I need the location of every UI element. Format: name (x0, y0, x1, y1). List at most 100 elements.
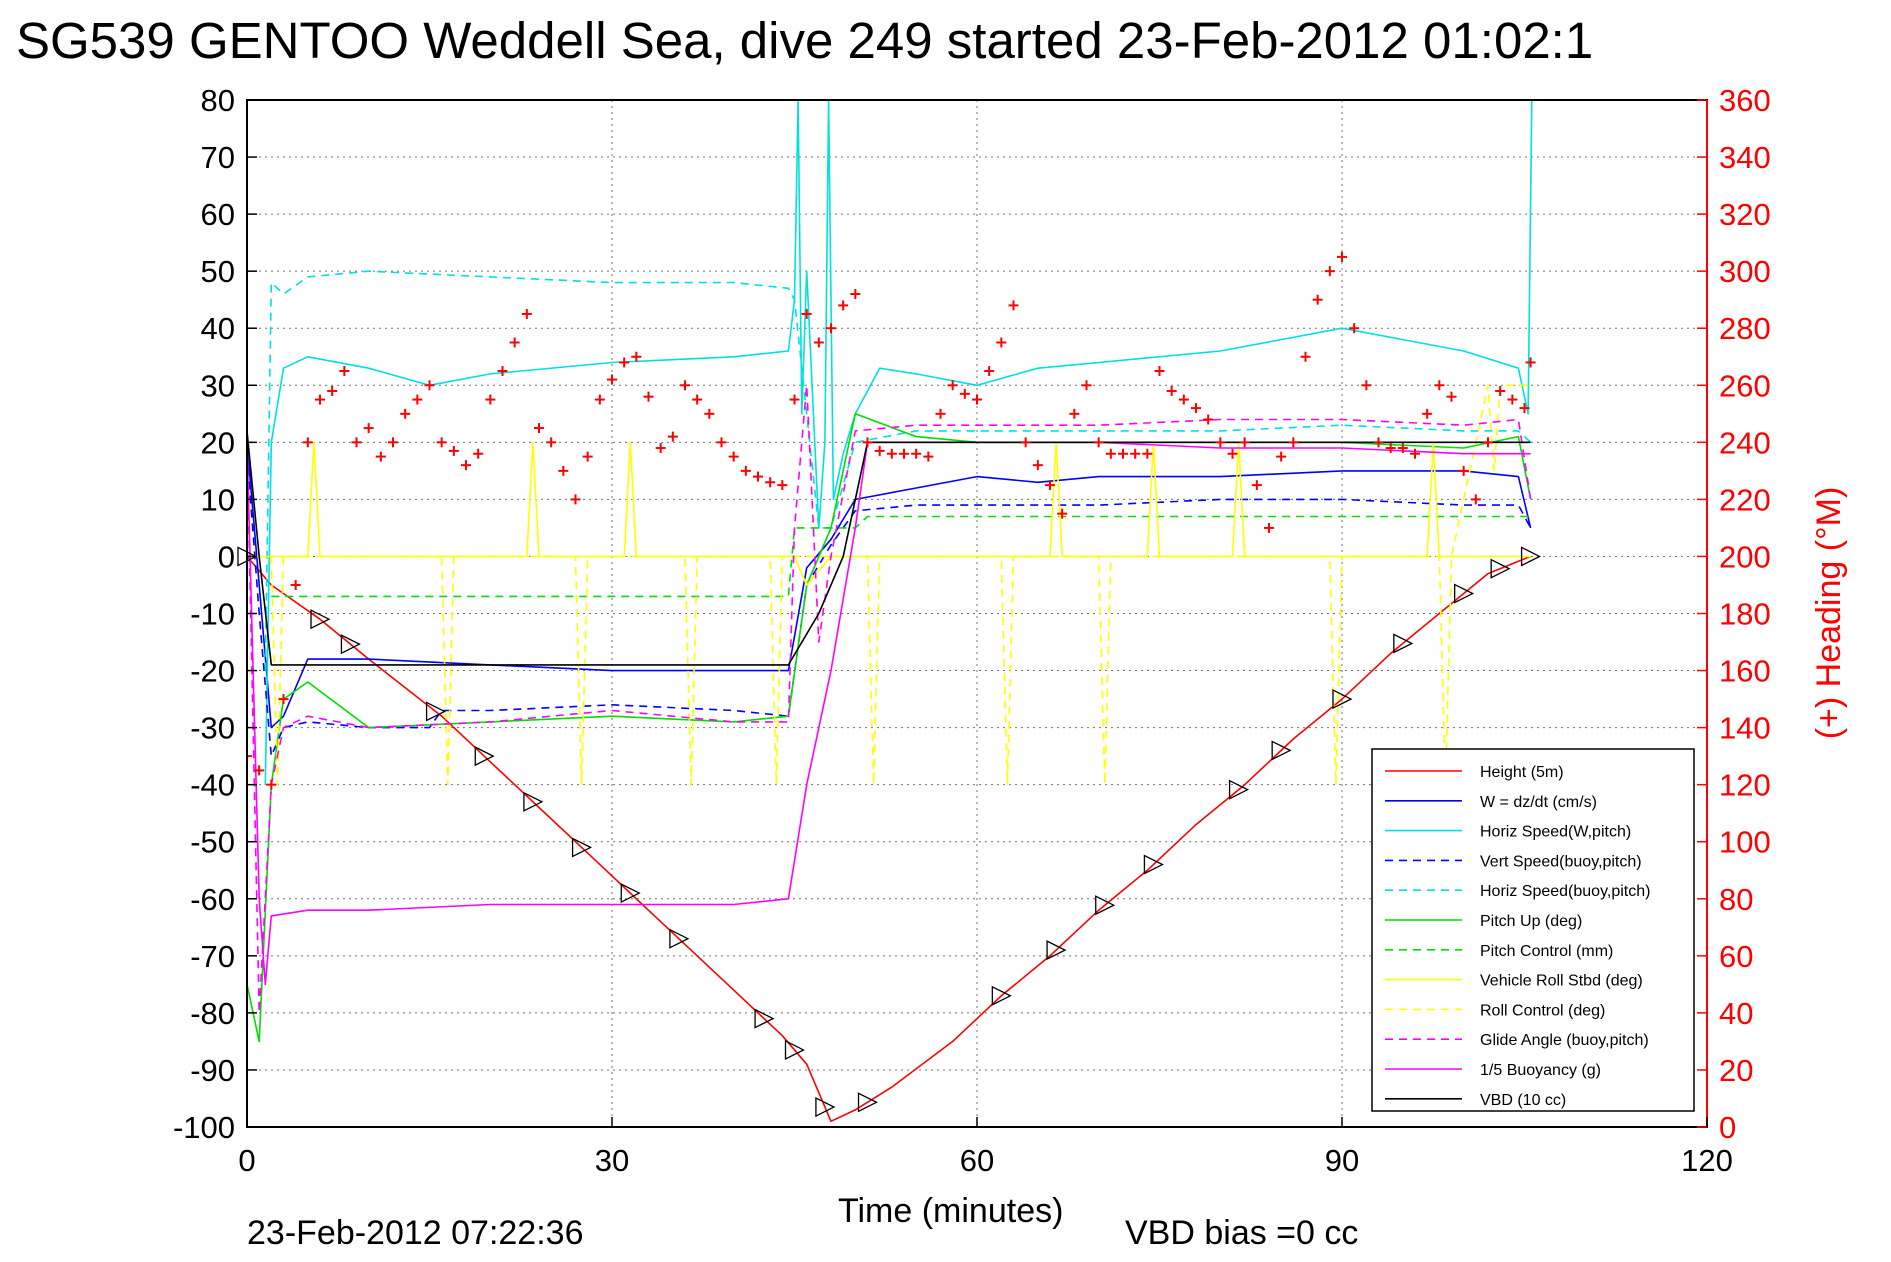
heading-marker (728, 451, 739, 462)
vbd-marker (857, 1092, 878, 1113)
heading-marker (789, 394, 800, 405)
vbd-marker (815, 1096, 836, 1118)
right-tick-label: 220 (1719, 482, 1771, 517)
heading-marker (1166, 385, 1177, 396)
series-layer (247, 100, 1533, 1123)
heading-marker (1483, 437, 1493, 448)
heading-marker (247, 751, 252, 762)
heading-marker (302, 437, 313, 448)
heading-marker (412, 394, 423, 405)
series-line-2 (264, 100, 1533, 785)
heading-marker (972, 394, 982, 405)
right-tick-label: 120 (1719, 768, 1771, 803)
vbd-marker (425, 701, 447, 722)
heading-marker (1008, 300, 1019, 311)
heading-marker (813, 337, 824, 348)
left-tick-label: 70 (201, 140, 235, 175)
heading-marker (935, 408, 946, 419)
legend-label: Vert Speed(buoy,pitch) (1480, 853, 1642, 870)
x-tick-label: 30 (595, 1143, 629, 1178)
right-tick-label: 160 (1719, 654, 1771, 689)
heading-marker (375, 451, 386, 462)
vbd-marker (1454, 583, 1475, 604)
series-line-10 (247, 441, 1531, 986)
x-tick-label: 60 (960, 1143, 994, 1178)
vbd-marker (991, 985, 1012, 1006)
heading-marker (1130, 448, 1141, 459)
legend-label: 1/5 Buoyancy (g) (1480, 1062, 1601, 1079)
heading-marker (424, 380, 435, 391)
right-tick-label: 280 (1719, 311, 1771, 346)
series-line-4 (264, 270, 1532, 671)
vbd-marker (1143, 854, 1164, 875)
heading-marker (984, 366, 995, 377)
heading-marker (1264, 522, 1274, 533)
heading-marker (1154, 366, 1165, 377)
left-axis-ticks: 80 70 60 50 40 30 20 10 0 -10 -20 -30 -40 -50 -60 -70 -8… (173, 83, 257, 1145)
heading-marker (607, 374, 617, 385)
heading-marker (1215, 437, 1226, 448)
series-line-6 (271, 515, 1531, 598)
heading-marker (1239, 437, 1250, 448)
legend-label: Roll Control (deg) (1480, 1002, 1605, 1019)
heading-marker (1470, 494, 1481, 505)
right-tick-label: 200 (1719, 539, 1771, 574)
right-tick-label: 360 (1719, 83, 1771, 118)
legend-label: Pitch Control (mm) (1480, 943, 1613, 960)
heading-marker (959, 388, 970, 399)
legend-label: Height (5m) (1480, 764, 1564, 781)
vbd-marker (1095, 895, 1116, 916)
heading-marker (1032, 460, 1043, 471)
heading-marker (911, 448, 922, 459)
heading-marker (1118, 448, 1128, 459)
heading-marker (1507, 394, 1518, 405)
heading-marker (1361, 380, 1372, 391)
right-tick-label: 340 (1719, 140, 1771, 175)
heading-marker (1227, 448, 1238, 459)
heading-marker (521, 308, 532, 319)
heading-marker (643, 391, 654, 402)
vbd-marker (620, 883, 641, 904)
left-tick-label: -100 (173, 1110, 235, 1145)
heading-marker (874, 445, 885, 456)
vbd-marker (1228, 779, 1250, 800)
series-line-0 (247, 555, 1531, 1123)
heading-markers (247, 251, 1536, 790)
heading-marker (570, 494, 581, 505)
legend-label: Glide Angle (buoy,pitch) (1480, 1032, 1649, 1049)
right-axis-ticks: 3603403203002802602402202001801601401201… (1697, 83, 1771, 1145)
heading-marker (1191, 403, 1201, 414)
heading-marker (850, 288, 861, 299)
heading-marker (1410, 448, 1420, 459)
left-tick-label: 80 (201, 83, 235, 118)
heading-marker (692, 394, 703, 405)
left-tick-label: -60 (190, 882, 235, 917)
left-tick-label: 10 (201, 482, 235, 517)
heading-marker (1397, 443, 1408, 454)
left-tick-label: -20 (190, 654, 235, 689)
left-tick-label: -50 (190, 825, 235, 860)
heading-marker (1057, 508, 1068, 519)
heading-marker (1349, 323, 1360, 334)
heading-marker (388, 437, 398, 448)
left-tick-label: -90 (190, 1053, 235, 1088)
legend: Height (5m) W = dz/dt (cm/s) Horiz Speed(W… (1371, 748, 1695, 1112)
heading-marker (1434, 380, 1445, 391)
right-tick-label: 260 (1719, 368, 1771, 403)
heading-marker (594, 394, 605, 405)
vbd-marker (754, 1008, 775, 1029)
heading-marker (862, 437, 873, 448)
right-tick-label: 140 (1719, 711, 1771, 746)
heading-marker (1373, 437, 1384, 448)
heading-marker (923, 451, 934, 462)
heading-marker (546, 437, 557, 448)
heading-marker (582, 451, 593, 462)
series-line-7 (247, 441, 1531, 586)
legend-label: Vehicle Roll Stbd (deg) (1480, 973, 1643, 990)
heading-marker (363, 423, 374, 434)
left-tick-label: 60 (201, 197, 235, 232)
x-tick-label: 0 (238, 1143, 255, 1178)
heading-marker (1045, 480, 1055, 491)
vbd-marker (1490, 558, 1511, 579)
